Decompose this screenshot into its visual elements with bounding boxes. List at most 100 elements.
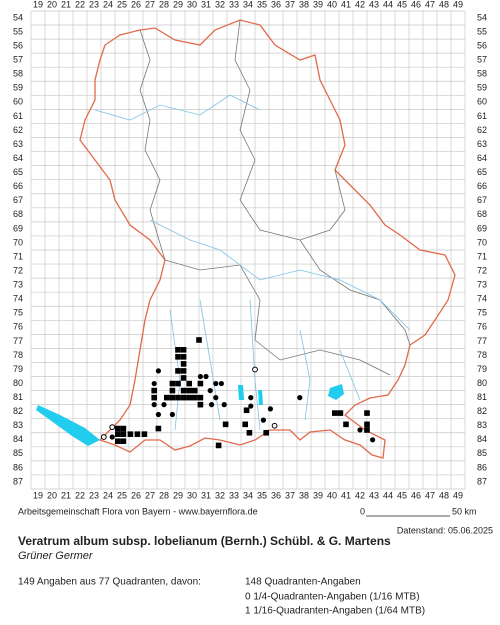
- column-label: 25: [117, 490, 127, 500]
- row-label: 73: [477, 280, 487, 290]
- quadrant-record: [127, 431, 134, 437]
- row-label: 62: [13, 125, 23, 135]
- quadrant-record: [175, 368, 181, 374]
- column-label: 28: [159, 0, 169, 9]
- quadrant-record: [120, 425, 127, 432]
- scale-start: 0: [360, 506, 365, 516]
- column-label: 24: [103, 490, 113, 500]
- quadrant-record: [164, 394, 170, 401]
- column-label: 45: [397, 0, 407, 9]
- quadrant-record: [180, 347, 187, 353]
- column-label: 27: [145, 0, 155, 9]
- column-label: 38: [299, 490, 309, 500]
- map-shapes: [36, 19, 456, 459]
- quadrant-record: [115, 438, 121, 445]
- detail: 1 1/16-Quadranten-Angaben (1/64 MTB): [245, 606, 425, 617]
- column-label: 33: [229, 490, 239, 500]
- quadrant-record: [343, 421, 349, 428]
- quadrant-record: [364, 410, 370, 416]
- quadrant-record: [332, 410, 338, 416]
- precise-record: [169, 411, 175, 418]
- column-label: 29: [173, 490, 183, 500]
- precise-record: [203, 373, 209, 380]
- quadrant-record: [155, 425, 162, 432]
- precise-record: [197, 373, 203, 380]
- column-label: 43: [369, 490, 379, 500]
- precise-record: [151, 380, 157, 387]
- row-label: 70: [477, 237, 487, 247]
- row-label: 60: [477, 97, 487, 107]
- row-label: 56: [13, 40, 23, 50]
- quadrant-record: [215, 442, 222, 449]
- column-label: 48: [439, 490, 449, 500]
- quadrant-record: [180, 368, 187, 374]
- old-record: [100, 434, 107, 440]
- column-label: 22: [75, 0, 85, 9]
- column-label: 36: [271, 490, 281, 500]
- row-label: 86: [13, 462, 23, 472]
- column-label: 21: [61, 490, 71, 500]
- precise-record: [260, 417, 266, 423]
- row-label: 85: [477, 448, 487, 458]
- quadrant-record: [180, 361, 187, 367]
- row-label: 62: [477, 125, 487, 135]
- column-label: 31: [201, 490, 211, 500]
- lake-constance: [36, 405, 100, 446]
- lake-ammersee: [238, 385, 244, 400]
- row-label: 56: [477, 40, 487, 50]
- row-label: 65: [13, 167, 23, 177]
- row-label: 85: [13, 448, 23, 458]
- row-label: 68: [477, 209, 487, 219]
- precise-record: [218, 380, 224, 387]
- subtitle: Grüner Germer: [18, 550, 94, 562]
- column-label: 42: [355, 490, 365, 500]
- quadrant-record: [151, 394, 157, 401]
- column-label: 26: [131, 490, 141, 500]
- column-label: 44: [383, 490, 393, 500]
- column-label: 41: [341, 490, 351, 500]
- column-label: 25: [117, 0, 127, 9]
- column-label: 32: [215, 490, 225, 500]
- quadrant-record: [222, 421, 229, 428]
- column-label: 34: [243, 490, 253, 500]
- quadrant-record: [243, 407, 250, 414]
- quadrant-record: [175, 394, 181, 401]
- quadrant-record: [246, 429, 253, 436]
- row-label: 55: [477, 26, 487, 36]
- column-label: 39: [313, 0, 323, 9]
- column-label: 49: [453, 490, 463, 500]
- column-label: 45: [397, 490, 407, 500]
- quadrant-record: [180, 354, 187, 360]
- row-label: 71: [13, 251, 23, 261]
- row-label: 75: [477, 308, 487, 318]
- row-label: 83: [477, 420, 487, 430]
- row-label: 72: [477, 265, 487, 275]
- quadrant-record: [175, 380, 181, 387]
- row-label: 64: [477, 153, 487, 163]
- old-record: [109, 424, 116, 431]
- column-label: 33: [229, 0, 239, 9]
- precise-record: [155, 368, 161, 374]
- row-label: 83: [13, 420, 23, 430]
- row-label: 84: [13, 434, 23, 444]
- row-label: 71: [477, 251, 487, 261]
- region-border: [139, 19, 411, 376]
- row-label: 60: [13, 97, 23, 107]
- quadrant-record: [337, 410, 344, 416]
- column-label: 40: [327, 0, 337, 9]
- quadrant-record: [197, 401, 204, 408]
- state-border: [79, 19, 456, 459]
- column-label: 23: [89, 490, 99, 500]
- row-label: 82: [477, 406, 487, 416]
- row-label: 86: [477, 462, 487, 472]
- column-label: 48: [439, 0, 449, 9]
- quadrant-record: [186, 394, 192, 401]
- row-label: 78: [13, 350, 23, 360]
- column-label: 35: [257, 0, 267, 9]
- column-label: 44: [383, 0, 393, 9]
- column-label: 30: [187, 490, 197, 500]
- row-label: 81: [477, 392, 487, 402]
- row-label: 55: [13, 26, 23, 36]
- precise-record: [221, 402, 227, 408]
- quadrant-record: [192, 394, 198, 401]
